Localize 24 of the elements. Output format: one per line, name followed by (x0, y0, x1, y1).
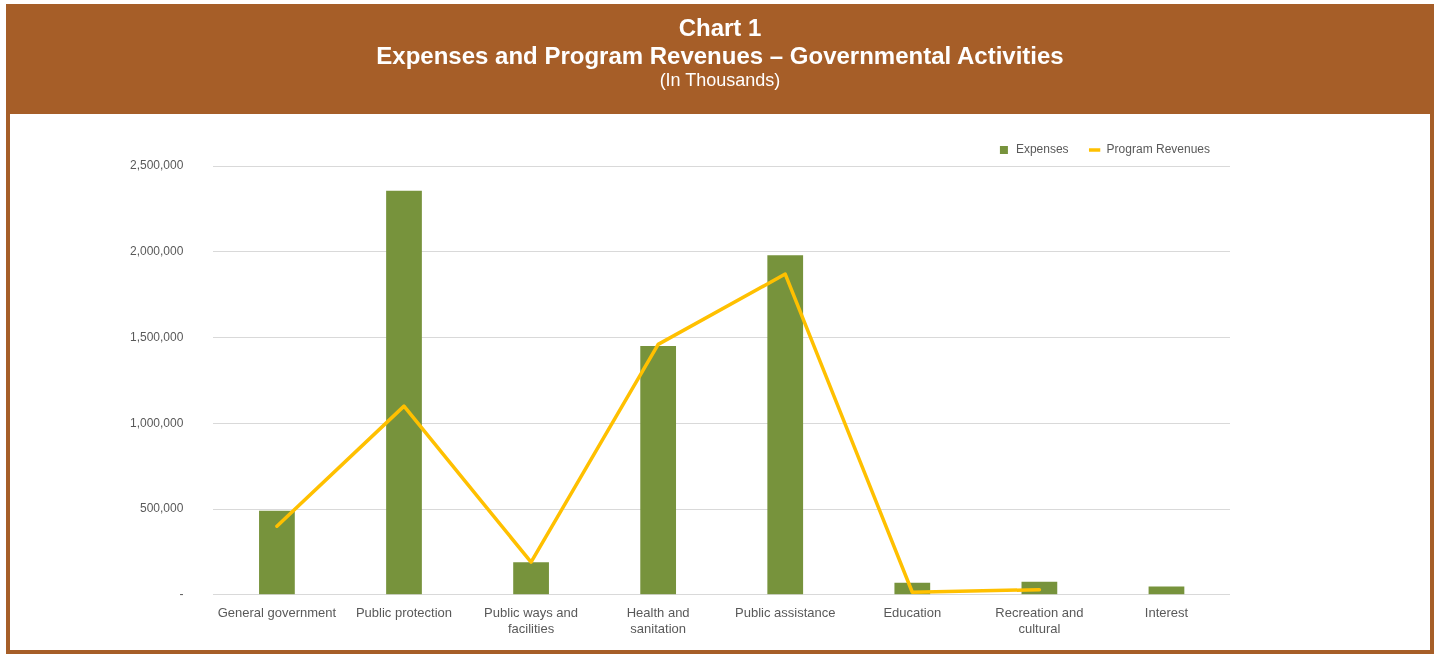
y-tick-label: 1,500,000 (129, 329, 184, 344)
legend-label: Program Revenues (1106, 142, 1211, 157)
x-tick-label: Education (883, 605, 942, 621)
x-tick-label: Health and sanitation (626, 605, 690, 636)
x-tick-label: Recreation and cultural (995, 605, 1084, 636)
bar (640, 346, 677, 595)
legend-label: Expenses (1015, 142, 1069, 157)
chart-subtitle: Expenses and Program Revenues – Governmental Activities (375, 42, 1065, 70)
y-tick-label: 1,000,000 (129, 415, 184, 430)
x-tick-label: Public ways and facilities (484, 605, 579, 636)
y-tick-label: 2,500,000 (129, 158, 184, 173)
text: (In Thousands) (658, 70, 782, 91)
x-tick-label: Public protection (355, 605, 453, 621)
y-tick-label: 500,000 (139, 501, 184, 516)
x-tick-label: Public assistance (735, 605, 836, 621)
chart-title: Chart 1 (677, 13, 763, 42)
y-tick-label: 2,000,000 (129, 244, 184, 259)
bar (513, 562, 549, 595)
bar (767, 255, 804, 595)
bar (386, 190, 422, 595)
x-tick-label: General government (217, 605, 337, 621)
bar (259, 510, 295, 595)
x-tick-label: Interest (1144, 605, 1189, 621)
y-tick-label: - (179, 587, 184, 602)
